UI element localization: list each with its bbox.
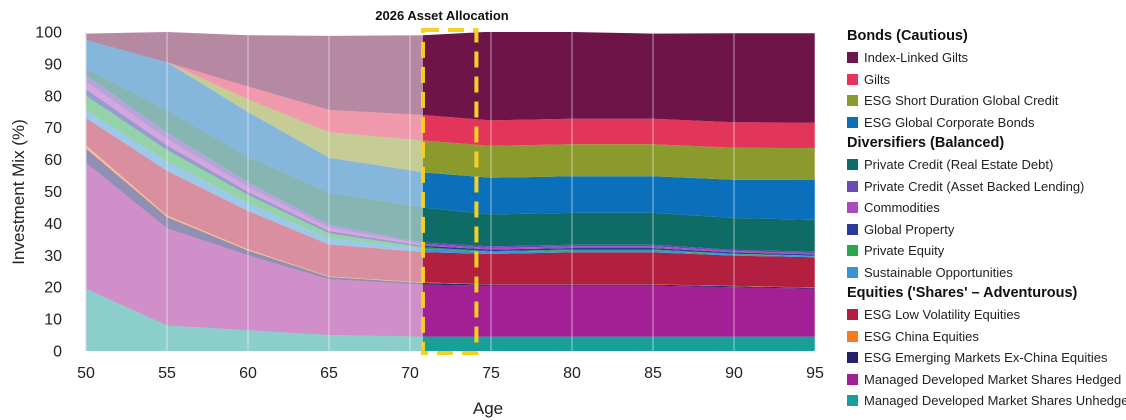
chart-title: 2026 Asset Allocation (375, 8, 508, 23)
legend-label: Global Property (864, 221, 955, 237)
legend-group-title: Equities ('Shares' – Adventurous) (847, 285, 1078, 301)
area-gilts (86, 39, 815, 149)
highlight-box (420, 28, 479, 355)
legend-item: Commodities (847, 197, 1122, 219)
legend-label: ESG Short Duration Global Credit (864, 93, 1059, 108)
legend-label: ESG Emerging Markets Ex-China Equities (864, 350, 1108, 365)
y-tick-label: 40 (44, 216, 62, 233)
legend-item: Global Property (847, 219, 1122, 241)
x-axis-title: Age (473, 399, 503, 418)
y-tick-label: 100 (35, 25, 62, 42)
legend-swatch (847, 245, 858, 256)
legend-label: ESG China Equities (864, 328, 979, 344)
area-managed-developed-market-shares-unhedged (86, 288, 815, 351)
y-tick-label: 20 (44, 280, 62, 297)
x-tick-label: 75 (482, 365, 500, 382)
legend-item: Gilts (847, 69, 1122, 91)
legend-item: ESG China Equities (847, 326, 1122, 348)
area-private-equity (86, 95, 815, 257)
x-tick-label: 80 (563, 365, 581, 382)
legend-item: ESG Emerging Markets Ex-China Equities (847, 347, 1122, 369)
y-axis-title: Investment Mix (%) (9, 119, 28, 264)
legend-swatch (847, 223, 858, 235)
x-tick-label: 70 (401, 365, 419, 382)
area-private-credit-asset-backed-lending (86, 75, 815, 254)
y-tick-label: 0 (53, 344, 62, 361)
area-commodities (86, 81, 815, 255)
legend-swatch (847, 373, 858, 385)
legend-item: Private Credit (Asset Backed Lending) (847, 176, 1122, 198)
legend: Bonds (Cautious) Index-Linked Gilts Gilts E… (847, 26, 1126, 412)
legend-label: Private Credit (Asset Backed Lending) (864, 178, 1085, 194)
area-esg-short-duration-global-credit (86, 39, 815, 181)
legend-item: ESG Low Volatility Equities (847, 304, 1122, 326)
legend-label: Private Equity (864, 243, 945, 258)
legend-label: Managed Developed Market Shares Hedged (864, 371, 1122, 387)
legend-label: Private Credit (Real Estate Debt) (864, 157, 1054, 172)
gridlines (85, 32, 816, 351)
legend-swatch (847, 73, 858, 85)
area-esg-low-volatility-equities (86, 118, 815, 288)
y-tick-label: 70 (44, 120, 62, 137)
legend-label: Index-Linked Gilts (864, 50, 969, 65)
legend-item: Index-Linked Gilts (847, 47, 1122, 69)
legend-swatch (847, 395, 858, 406)
area-index-linked-gilts (86, 32, 815, 123)
x-tick-label: 55 (158, 365, 176, 382)
y-tick-label: 50 (44, 184, 62, 201)
legend-label: Commodities (864, 200, 940, 215)
legend-item: Sustainable Opportunities (847, 262, 1122, 284)
x-tick-label: 60 (239, 365, 257, 382)
legend-label: Managed Developed Market Shares Unhedged (864, 393, 1126, 408)
legend-group-title: Diversifiers (Balanced) (847, 135, 1005, 151)
legend-label: ESG Global Corporate Bonds (864, 114, 1035, 130)
legend-swatch (847, 266, 858, 278)
y-tick-label: 90 (44, 56, 62, 73)
legend-item: Private Equity (847, 240, 1122, 262)
area-esg-emerging-markets-ex-china-equities (86, 148, 815, 289)
y-tick-label: 10 (44, 312, 62, 329)
y-tick-label: 30 (44, 248, 62, 265)
highlight-rect (420, 28, 479, 355)
legend-swatch (847, 330, 858, 342)
legend-item: ESG Global Corporate Bonds (847, 112, 1122, 134)
area-layers (86, 32, 815, 351)
legend-swatch (847, 116, 858, 128)
legend-item: Private Credit (Real Estate Debt) (847, 154, 1122, 176)
legend-label: ESG Low Volatility Equities (864, 307, 1021, 322)
legend-swatch (847, 52, 858, 63)
area-global-property (86, 89, 815, 256)
x-tick-label: 90 (725, 365, 743, 382)
x-tick-label: 95 (806, 365, 824, 382)
area-private-credit-real-estate-debt (86, 68, 815, 252)
legend-swatch (847, 352, 858, 363)
x-tick-label: 65 (320, 365, 338, 382)
area-sustainable-opportunities (86, 110, 815, 258)
y-tick-label: 80 (44, 88, 62, 105)
area-managed-developed-market-shares-hedged (86, 162, 815, 337)
legend-item: ESG Short Duration Global Credit (847, 90, 1122, 112)
y-axis-ticks: 0 10 20 30 40 50 60 70 80 90 100 (35, 25, 62, 361)
legend-group-title: Bonds (Cautious) (847, 28, 968, 44)
legend-swatch (847, 180, 858, 192)
legend-swatch (847, 95, 858, 106)
x-tick-label: 50 (77, 365, 95, 382)
y-tick-label: 60 (44, 152, 62, 169)
legend-item: Managed Developed Market Shares Unhedged (847, 390, 1126, 412)
legend-swatch (847, 309, 858, 320)
legend-label: Sustainable Opportunities (864, 264, 1013, 280)
legend-swatch (847, 202, 858, 213)
area-esg-global-corporate-bonds (86, 39, 815, 220)
legend-label: Gilts (864, 71, 890, 87)
x-axis-ticks: 50 55 60 65 70 75 80 85 90 95 (77, 365, 824, 382)
legend-item: Managed Developed Market Shares Hedged (847, 369, 1122, 391)
legend-swatch (847, 159, 858, 170)
x-tick-label: 85 (644, 365, 662, 382)
